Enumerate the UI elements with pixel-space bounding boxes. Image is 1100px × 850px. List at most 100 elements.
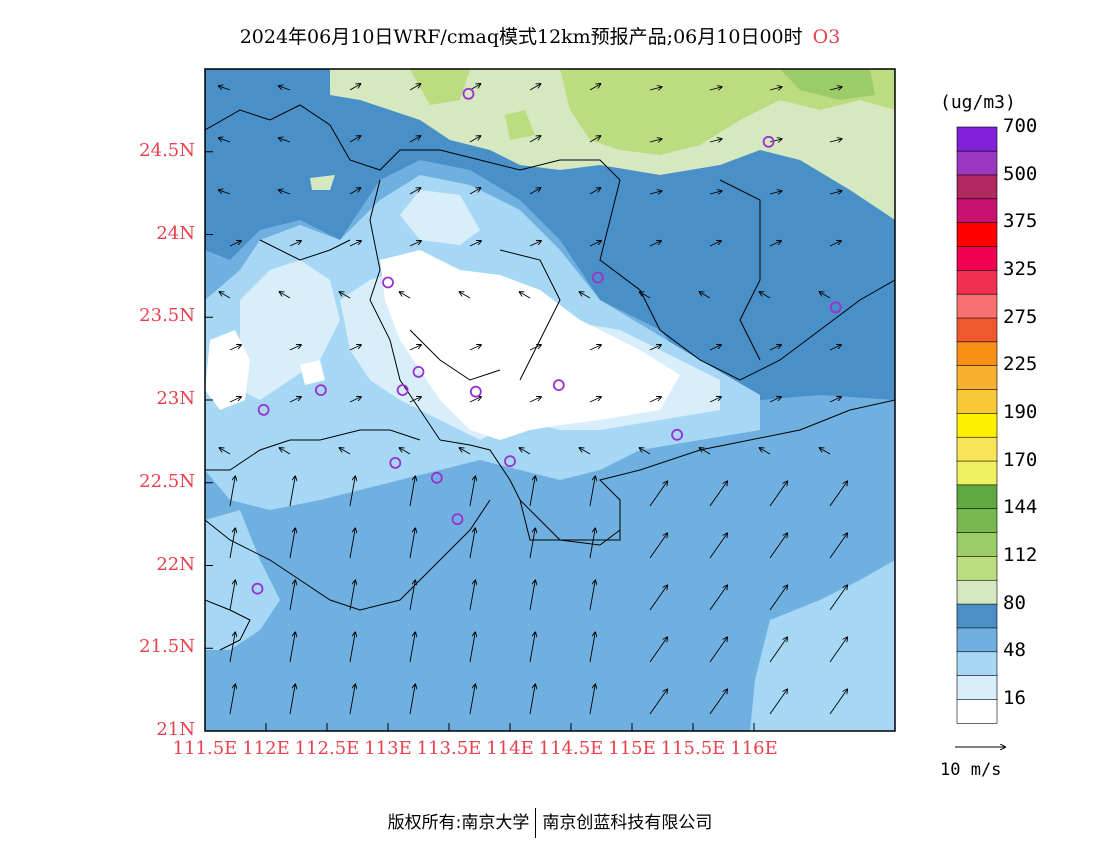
wind-arrow [409,581,415,611]
wind-arrow [709,397,721,403]
lon-tick-label: 113.5E [416,738,482,759]
colorbar-label: 144 [1003,496,1038,519]
lat-tick-label: 24N [156,222,195,244]
wind-arrow [529,685,535,715]
wind-arrow [769,689,787,715]
colorbar-label: 325 [1003,258,1038,281]
wind-arrow [280,292,291,299]
station-marker [762,135,775,148]
lon-tick-label: 113E [364,738,412,759]
station-marker [451,513,464,526]
copyright-footer: 版权所有:南京大学 南京创蓝科技有限公司 [0,808,1100,838]
wind-arrow [649,87,662,90]
lon-tick-label: 115.5E [660,738,726,759]
wind-arrow [769,241,781,247]
wind-arrow [229,345,241,351]
wind-arrow [529,529,535,559]
wind-arrow [229,477,235,507]
wind-arrow [829,533,847,559]
wind-arrow [289,345,301,351]
lat-tick-label: 22.5N [139,470,195,492]
colorbar-label: 225 [1003,353,1038,376]
wind-arrow [589,633,595,663]
wind-arrow [529,188,540,195]
wind-arrow [409,241,421,247]
wind-arrow [289,685,295,715]
wind-arrow [589,529,595,559]
wind-arrow [589,581,595,611]
wind-arrow [769,191,782,194]
lat-tick-label: 22N [156,553,195,575]
colorbar-label: 48 [1003,639,1026,662]
station-marker [412,365,425,378]
wind-arrow [289,397,301,403]
wind-arrow [709,139,722,142]
station-marker [251,582,264,595]
wind-arrow [409,84,420,91]
wind-arrow [220,292,231,299]
wind-arrow [649,533,667,559]
wind-arrow [580,292,591,299]
wind-arrow [709,191,722,194]
wind-arrow [409,477,415,507]
lat-tick-label: 21N [156,719,195,740]
colorbar-swatch [956,174,998,200]
wind-arrow [709,345,721,351]
colorbar-label: 112 [1003,544,1038,567]
wind-arrow [469,529,475,559]
wind-arrow [829,241,841,247]
wind-arrow [769,345,781,351]
wind-arrow [649,481,667,507]
wind-arrow [649,139,662,142]
wind-arrow [409,529,415,559]
station-marker [462,87,475,100]
wind-arrow [709,585,727,611]
wind-arrow [829,397,841,403]
wind-arrow [649,689,667,715]
colorbar-swatch [956,412,998,438]
colorbar-swatch [956,675,998,700]
colorbar-label: 275 [1003,305,1038,328]
boundary-lines [205,104,895,651]
colorbar-swatch [956,436,998,462]
wind-arrow [469,345,481,351]
wind-arrow [219,190,231,195]
station-marker [504,455,516,468]
station-marker [671,428,683,441]
wind-arrow [709,689,727,715]
wind-arrow [829,191,842,194]
wind-arrow [649,637,667,663]
station-marker [552,379,565,392]
wind-arrow [760,292,771,299]
wind-arrow [229,581,235,611]
wind-arrow [529,477,535,507]
wind-arrow [589,84,600,91]
lon-tick-label: 112.5E [294,738,360,759]
colorbar-label: 700 [1003,115,1038,137]
wind-arrow [349,581,355,611]
wind-arrow [349,397,361,403]
colorbar-swatch [956,293,998,319]
lat-tick-label: 21.5N [139,636,195,658]
wind-arrow [580,448,591,455]
wind-arrow [589,188,600,195]
colorbar-swatch [956,651,998,676]
station-marker [257,403,270,416]
wind-arrow [820,292,831,299]
station-marker [389,456,402,469]
wind-arrow [589,685,595,715]
copyright-left: 版权所有:南京大学 [387,813,530,833]
colorbar-unit: (ug/m3) [940,92,1016,113]
colorbar-label: 170 [1003,448,1038,471]
colorbar-label: 80 [1003,591,1026,614]
wind-arrow [709,87,722,90]
wind-arrow [469,241,481,247]
wind-arrow [769,87,782,90]
station-marker [430,471,443,484]
wind-arrow [409,188,420,195]
wind-arrow [769,481,787,507]
wind-arrow [289,477,295,507]
wind-arrow [529,397,541,403]
wind-arrow [769,585,787,611]
wind-arrow [289,633,295,663]
